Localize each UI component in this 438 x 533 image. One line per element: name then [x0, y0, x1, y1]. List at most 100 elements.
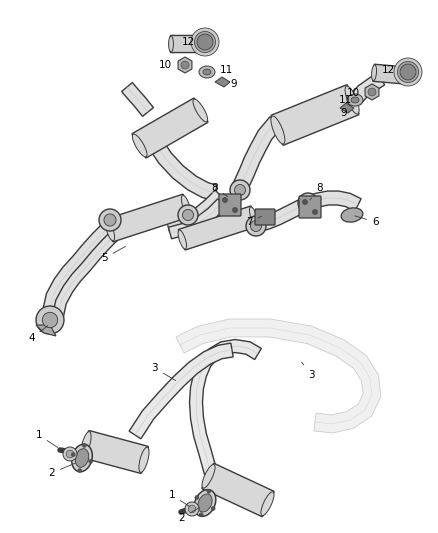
- Circle shape: [99, 209, 121, 231]
- Circle shape: [197, 34, 213, 50]
- Circle shape: [66, 450, 74, 458]
- Text: 3: 3: [152, 363, 176, 381]
- Circle shape: [211, 506, 215, 511]
- Circle shape: [42, 312, 58, 328]
- Ellipse shape: [399, 67, 404, 83]
- Text: 11: 11: [220, 65, 233, 75]
- Circle shape: [312, 209, 318, 214]
- FancyBboxPatch shape: [219, 194, 241, 216]
- FancyBboxPatch shape: [170, 35, 200, 53]
- Polygon shape: [169, 199, 226, 239]
- Ellipse shape: [341, 208, 363, 222]
- Polygon shape: [231, 117, 282, 195]
- Text: 10: 10: [159, 60, 172, 70]
- FancyBboxPatch shape: [299, 196, 321, 218]
- Ellipse shape: [197, 36, 201, 52]
- Polygon shape: [129, 343, 233, 439]
- Polygon shape: [365, 84, 379, 100]
- FancyBboxPatch shape: [255, 209, 275, 225]
- Ellipse shape: [169, 36, 173, 52]
- Circle shape: [63, 447, 77, 461]
- Polygon shape: [350, 73, 385, 104]
- Ellipse shape: [72, 444, 92, 472]
- Ellipse shape: [347, 94, 363, 106]
- Text: 10: 10: [347, 88, 360, 98]
- Circle shape: [394, 58, 422, 86]
- Ellipse shape: [194, 490, 216, 516]
- Circle shape: [82, 443, 86, 447]
- Text: 1: 1: [168, 490, 190, 506]
- Text: 9: 9: [340, 108, 346, 118]
- Circle shape: [191, 28, 219, 56]
- Polygon shape: [215, 77, 230, 87]
- Ellipse shape: [139, 447, 149, 472]
- Circle shape: [223, 198, 227, 203]
- Polygon shape: [122, 83, 153, 116]
- Text: 1: 1: [35, 430, 58, 448]
- Ellipse shape: [81, 432, 91, 457]
- Ellipse shape: [261, 492, 274, 515]
- Circle shape: [230, 180, 250, 200]
- Ellipse shape: [199, 66, 215, 78]
- Ellipse shape: [271, 116, 285, 144]
- Polygon shape: [256, 197, 311, 232]
- Polygon shape: [176, 319, 381, 433]
- Ellipse shape: [203, 69, 211, 75]
- Polygon shape: [178, 57, 192, 73]
- Ellipse shape: [75, 449, 89, 467]
- Circle shape: [251, 221, 261, 231]
- Ellipse shape: [250, 207, 258, 226]
- Circle shape: [195, 496, 199, 499]
- Circle shape: [303, 198, 314, 208]
- Circle shape: [194, 31, 215, 52]
- FancyBboxPatch shape: [271, 85, 359, 145]
- Circle shape: [188, 505, 196, 513]
- Circle shape: [78, 469, 81, 473]
- Text: 2: 2: [48, 463, 75, 478]
- Circle shape: [181, 61, 189, 69]
- Polygon shape: [53, 230, 120, 317]
- Text: 5: 5: [101, 246, 126, 263]
- Polygon shape: [306, 191, 361, 211]
- Polygon shape: [190, 340, 261, 490]
- Polygon shape: [340, 103, 354, 113]
- Text: 8: 8: [310, 183, 323, 200]
- Polygon shape: [36, 325, 56, 336]
- Polygon shape: [43, 223, 113, 311]
- Ellipse shape: [202, 464, 215, 488]
- Circle shape: [368, 88, 376, 96]
- Ellipse shape: [193, 99, 208, 122]
- Text: 7: 7: [246, 216, 261, 227]
- Circle shape: [303, 199, 307, 205]
- Ellipse shape: [178, 230, 187, 249]
- Circle shape: [400, 64, 416, 80]
- Ellipse shape: [198, 494, 212, 512]
- Ellipse shape: [181, 195, 191, 216]
- Circle shape: [71, 453, 75, 457]
- Text: 11: 11: [339, 95, 352, 105]
- Circle shape: [36, 306, 64, 334]
- Text: 6: 6: [355, 216, 378, 227]
- Ellipse shape: [371, 65, 377, 81]
- Circle shape: [88, 459, 93, 463]
- Text: 4: 4: [28, 326, 48, 343]
- FancyBboxPatch shape: [106, 194, 191, 242]
- Ellipse shape: [351, 97, 359, 103]
- Circle shape: [178, 205, 198, 225]
- Circle shape: [104, 214, 116, 226]
- Circle shape: [233, 207, 237, 213]
- Circle shape: [183, 209, 194, 221]
- Text: 3: 3: [302, 362, 314, 380]
- Text: 12: 12: [382, 65, 395, 75]
- FancyBboxPatch shape: [132, 98, 208, 158]
- Text: 12: 12: [182, 37, 195, 47]
- Circle shape: [246, 216, 266, 236]
- Circle shape: [398, 61, 418, 83]
- Polygon shape: [148, 139, 217, 200]
- FancyBboxPatch shape: [373, 64, 403, 84]
- Ellipse shape: [105, 220, 115, 241]
- Text: 2: 2: [178, 507, 200, 523]
- FancyBboxPatch shape: [202, 463, 274, 516]
- Text: 9: 9: [230, 79, 237, 89]
- Circle shape: [298, 193, 318, 213]
